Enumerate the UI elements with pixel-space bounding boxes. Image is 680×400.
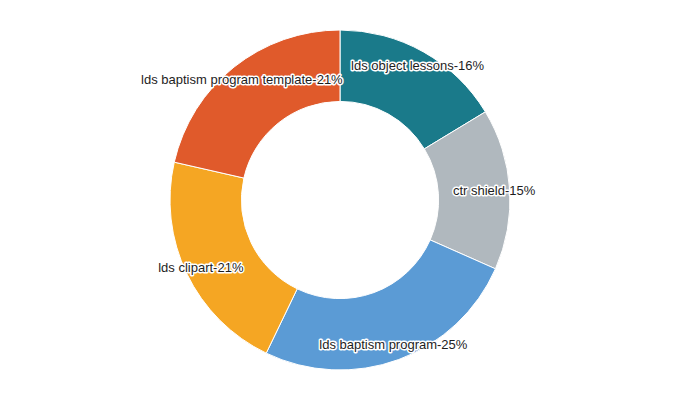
data-label: lds object lessons-16% [351,58,484,73]
slice [174,30,340,178]
data-label: ctr shield-15% [453,183,536,198]
slice [170,162,297,353]
slice [266,240,495,370]
chart: lds object lessons-16% ctr shield-15% lds … [0,0,680,400]
data-label: lds baptism program template-21% [141,72,343,87]
data-labels: lds object lessons-16% ctr shield-15% lds … [141,58,536,353]
data-label: lds baptism program-25% [319,337,468,352]
data-label: lds clipart-21% [158,260,244,275]
